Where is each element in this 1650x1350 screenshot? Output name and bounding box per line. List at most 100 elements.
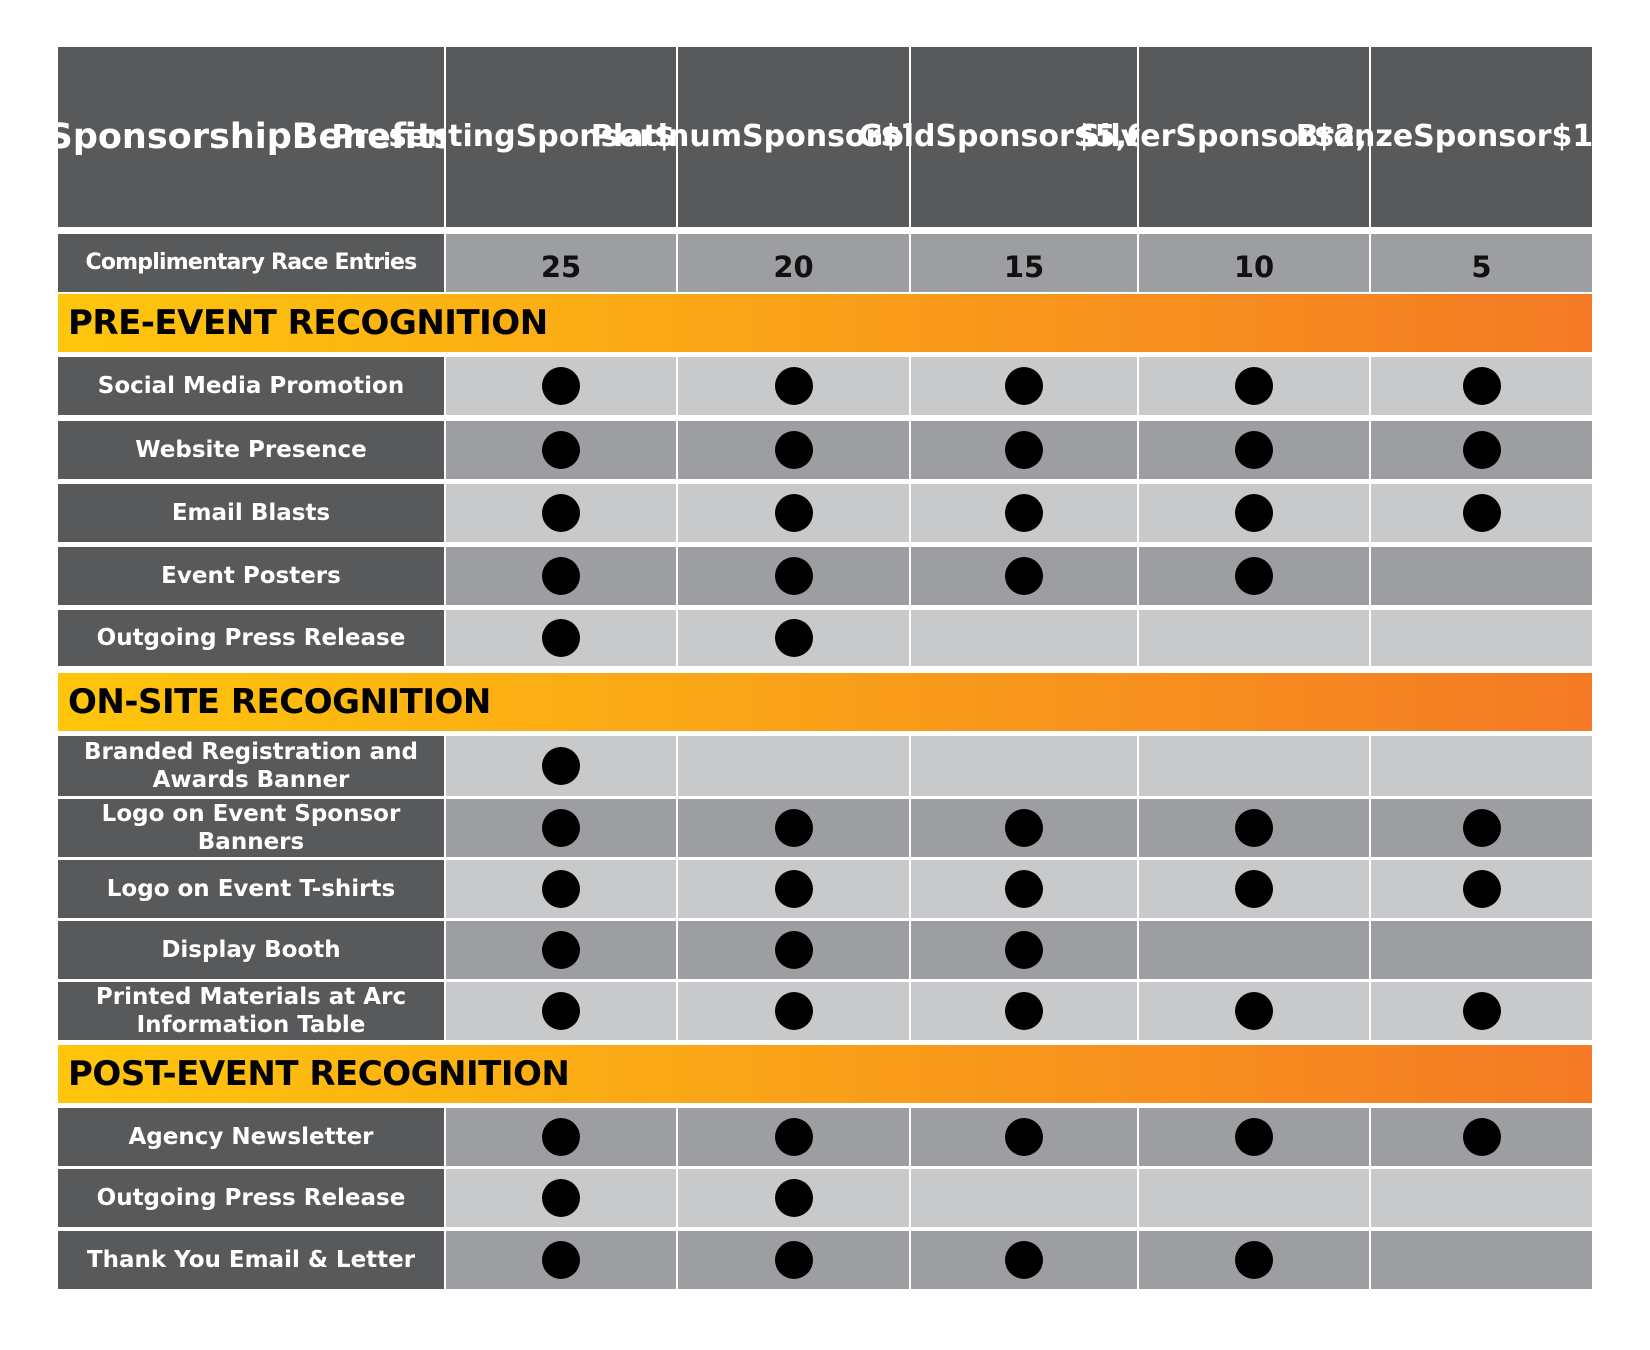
benefit-cell-gold (911, 421, 1137, 479)
included-dot-icon (542, 931, 580, 969)
benefit-cell-silver (1139, 860, 1369, 918)
benefit-label-logo-on-event-t-shirts: Logo on Event T-shirts (58, 860, 444, 918)
benefit-cell-presenting (446, 736, 676, 796)
included-dot-icon (774, 1118, 813, 1156)
benefit-cell-gold (911, 860, 1137, 918)
included-dot-icon (1005, 557, 1043, 595)
benefit-cell-gold (911, 357, 1137, 415)
benefit-cell-silver (1139, 736, 1369, 796)
benefit-cell-gold (911, 547, 1137, 605)
race-entries-value: 25 (540, 250, 582, 284)
included-dot-icon (542, 367, 580, 405)
benefit-cell-gold (911, 484, 1137, 542)
included-dot-icon (542, 870, 580, 908)
benefits-header-line2: Benefits (291, 117, 455, 157)
benefit-label-text: Branded Registration and Awards Banner (84, 739, 418, 793)
benefit-label-text: Social Media Promotion (97, 373, 405, 399)
included-dot-icon (774, 1179, 813, 1217)
benefit-cell-gold (911, 982, 1137, 1040)
included-dot-icon (774, 992, 813, 1030)
included-dot-icon (1235, 431, 1273, 469)
included-dot-icon (1462, 809, 1501, 847)
benefit-label-text: Outgoing Press Release (96, 1185, 406, 1211)
benefit-cell-presenting (446, 921, 676, 979)
benefit-label-display-booth: Display Booth (58, 921, 444, 979)
benefit-label-website-presence: Website Presence (58, 421, 444, 479)
section-title: ON-SITE RECOGNITION (68, 682, 491, 722)
benefit-label-text: Website Presence (135, 437, 367, 463)
benefit-cell-presenting (446, 547, 676, 605)
section-header-pre-event-recognition: PRE-EVENT RECOGNITION (58, 294, 1592, 352)
included-dot-icon (1235, 992, 1273, 1030)
benefit-cell-presenting (446, 860, 676, 918)
section-header-on-site-recognition: ON-SITE RECOGNITION (58, 673, 1592, 731)
included-dot-icon (542, 1241, 580, 1279)
benefit-cell-gold (911, 1169, 1137, 1227)
included-dot-icon (542, 1179, 580, 1217)
benefit-label-social-media-promotion: Social Media Promotion (58, 357, 444, 415)
section-title: POST-EVENT RECOGNITION (68, 1054, 570, 1094)
benefit-label-text: Logo on Event Sponsor Banners (101, 801, 401, 855)
benefit-label-outgoing-press-release: Outgoing Press Release (58, 1169, 444, 1227)
benefits-header: Sponsorship Benefits (48, 47, 454, 227)
tier-label: Sponsor (515, 119, 654, 154)
benefit-cell-presenting (446, 1231, 676, 1289)
benefit-label-event-posters: Event Posters (58, 547, 444, 605)
benefit-cell-bronze (1371, 547, 1592, 605)
benefit-cell-bronze (1371, 484, 1592, 542)
race-entries-value: 20 (773, 250, 814, 284)
included-dot-icon (1005, 431, 1043, 469)
benefit-cell-silver (1139, 547, 1369, 605)
benefit-cell-platinum (678, 1108, 909, 1166)
included-dot-icon (774, 494, 813, 532)
included-dot-icon (1235, 1118, 1273, 1156)
benefit-cell-presenting (446, 982, 676, 1040)
benefit-cell-platinum (678, 1169, 909, 1227)
tier-name: Bronze (1295, 119, 1414, 154)
race-entries-value: 10 (1233, 250, 1275, 284)
race-entries-platinum: 20 (678, 234, 909, 292)
included-dot-icon (774, 1241, 813, 1279)
included-dot-icon (1235, 809, 1273, 847)
included-dot-icon (1005, 931, 1043, 969)
tier-label: Sponsor (742, 119, 881, 154)
benefit-label-outgoing-press-release: Outgoing Press Release (58, 610, 444, 666)
race-entries-silver: 10 (1139, 234, 1369, 292)
tier-price: $1,000 (1551, 119, 1650, 154)
race-entries-label: Complimentary Race Entries (58, 234, 444, 292)
sponsorship-benefits-table: SponsorshipBenefitsPresentingSponsor$10,… (48, 47, 1650, 1305)
benefit-cell-presenting (446, 421, 676, 479)
benefit-cell-platinum (678, 484, 909, 542)
included-dot-icon (542, 992, 580, 1030)
included-dot-icon (1235, 1241, 1273, 1279)
race-entries-value: 15 (1003, 250, 1045, 284)
benefit-label-text: Logo on Event T-shirts (106, 876, 396, 902)
benefit-label-logo-on-event-sponsor-banners: Logo on Event Sponsor Banners (58, 799, 444, 857)
included-dot-icon (542, 494, 580, 532)
included-dot-icon (1005, 1118, 1043, 1156)
included-dot-icon (1005, 870, 1043, 908)
included-dot-icon (1235, 494, 1273, 532)
race-entries-label-text: Complimentary Race Entries (85, 250, 418, 275)
benefit-cell-presenting (446, 1169, 676, 1227)
benefit-cell-bronze (1371, 610, 1592, 666)
benefit-cell-bronze (1371, 1231, 1592, 1289)
benefit-cell-presenting (446, 484, 676, 542)
section-header-post-event-recognition: POST-EVENT RECOGNITION (58, 1045, 1592, 1103)
tier-name: Platinum (590, 119, 743, 154)
included-dot-icon (1462, 870, 1501, 908)
benefit-cell-bronze (1371, 799, 1592, 857)
tier-name: Presenting (331, 119, 516, 154)
benefit-cell-silver (1139, 921, 1369, 979)
included-dot-icon (1235, 870, 1273, 908)
benefit-cell-silver (1139, 610, 1369, 666)
benefit-cell-platinum (678, 982, 909, 1040)
included-dot-icon (774, 809, 813, 847)
included-dot-icon (1462, 992, 1501, 1030)
tier-label: Sponsor (1175, 119, 1314, 154)
included-dot-icon (774, 619, 813, 657)
benefit-cell-gold (911, 1108, 1137, 1166)
included-dot-icon (774, 557, 813, 595)
